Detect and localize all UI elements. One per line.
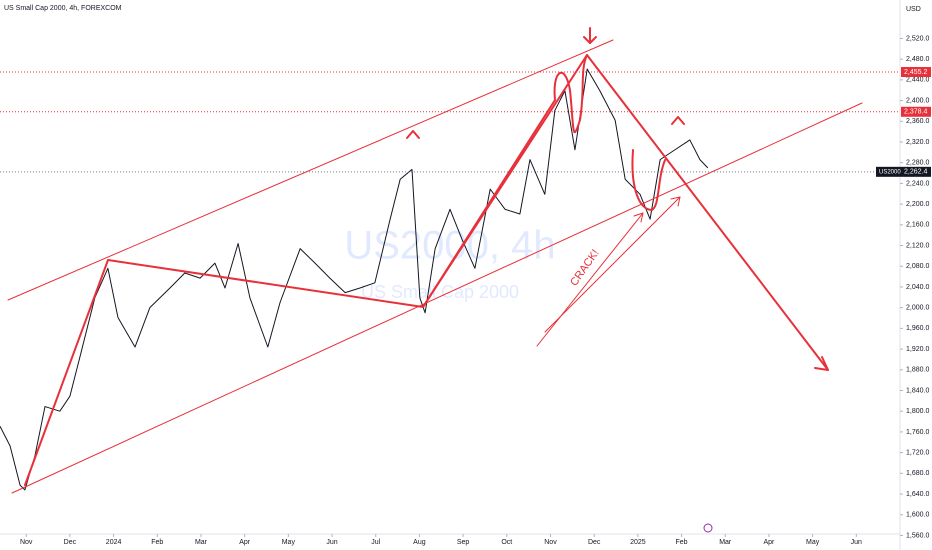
y-tick-label: 1,640.0 — [906, 491, 929, 498]
x-tick-label: Aug — [413, 539, 426, 546]
x-tick-label: Mar — [195, 539, 208, 546]
down-arrow — [583, 36, 597, 44]
y-tick-label: 2,480.0 — [906, 56, 929, 63]
price-label-bg — [901, 67, 931, 78]
y-tick-label: 1,880.0 — [906, 367, 929, 374]
x-tick-label: 2024 — [106, 539, 122, 546]
price-line-series — [0, 68, 709, 491]
price-label-bg — [901, 106, 931, 117]
trend-line — [422, 99, 556, 308]
x-tick-label: Jun — [851, 539, 862, 546]
chart-title: US Small Cap 2000, 4h, FOREXCOM — [4, 5, 122, 12]
y-tick-label: 1,800.0 — [906, 408, 929, 415]
watermark: US2000, 4h — [344, 224, 555, 268]
y-tick-label: 1,720.0 — [906, 449, 929, 456]
y-tick-label: 1,960.0 — [906, 325, 929, 332]
curve — [553, 54, 588, 134]
event-icon — [703, 523, 713, 533]
watermark-subtitle: US Small Cap 2000 — [361, 282, 519, 302]
y-tick-label: 2,240.0 — [906, 180, 929, 187]
y-tick-label: 2,320.0 — [906, 139, 929, 146]
y-tick-label: 1,840.0 — [906, 387, 929, 394]
plot — [0, 68, 900, 491]
last-price-name: US2000 — [879, 169, 901, 175]
price-label: 2,455.2 — [904, 69, 927, 76]
y-tick-label: 2,520.0 — [906, 35, 929, 42]
x-tick-label: Nov — [544, 539, 557, 546]
y-tick-label: 2,120.0 — [906, 242, 929, 249]
curve — [631, 149, 666, 211]
x-tick-label: Jul — [371, 539, 380, 546]
crack-arrow — [670, 196, 681, 207]
lower-channel — [11, 102, 863, 494]
upper-channel — [7, 39, 614, 301]
x-tick-label: Mar — [719, 539, 732, 546]
arrow-head — [814, 356, 829, 371]
y-tick-label: 2,440.0 — [906, 77, 929, 84]
drawings — [7, 27, 863, 494]
y-tick-label: 2,040.0 — [906, 284, 929, 291]
y-tick-label: 2,400.0 — [906, 97, 929, 104]
y-tick-label: 2,200.0 — [906, 201, 929, 208]
currency: USD — [906, 6, 921, 13]
x-tick-label: Jun — [326, 539, 337, 546]
x-tick-label: Dec — [64, 539, 77, 546]
y-tick-label: 1,600.0 — [906, 512, 929, 519]
last-price-label: 2,262.4 — [904, 169, 927, 176]
x-tick-label: Dec — [588, 539, 601, 546]
x-tick-label: 2025 — [630, 539, 646, 546]
y-tick-label: 2,280.0 — [906, 160, 929, 167]
crack-arrow — [633, 212, 644, 223]
last-price-name-bg — [876, 166, 901, 177]
y-tick-label: 2,000.0 — [906, 305, 929, 312]
y-tick-label: 1,560.0 — [906, 532, 929, 539]
y-tick-label: 2,160.0 — [906, 222, 929, 229]
crack-arrow — [536, 212, 644, 347]
x-tick-label: Oct — [501, 539, 512, 546]
y-tick-label: 1,760.0 — [906, 429, 929, 436]
arrow-head — [406, 130, 420, 139]
arrow-head — [671, 116, 685, 125]
crack-arrow — [544, 196, 681, 333]
y-tick-label: 1,680.0 — [906, 470, 929, 477]
x-tick-label: Feb — [676, 539, 688, 546]
x-tick-label: Apr — [763, 539, 775, 546]
x-tick-label: May — [806, 539, 820, 546]
x-tick-label: Nov — [20, 539, 33, 546]
x-tick-label: May — [282, 539, 296, 546]
y-tick-label: 2,080.0 — [906, 263, 929, 270]
x-tick-label: Feb — [151, 539, 163, 546]
y-tick-label: 1,920.0 — [906, 346, 929, 353]
price-label: 2,378.4 — [904, 109, 927, 116]
y-tick-label: 2,360.0 — [906, 118, 929, 125]
last-price-label-bg — [901, 166, 931, 177]
x-tick-label: Apr — [239, 539, 251, 546]
x-tick-label: Sep — [457, 539, 470, 546]
